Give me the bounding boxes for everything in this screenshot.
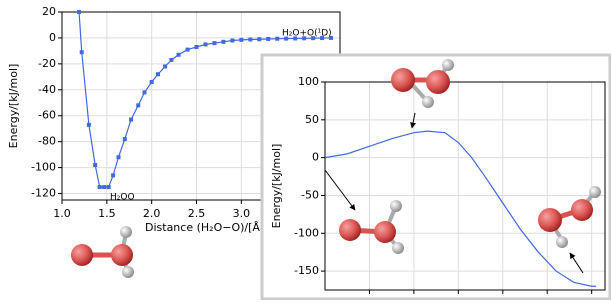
figure: 20 0 -20 -40 -60 -80 -100 -120 1.0 1.5 2.0 2.5 3.0Di…: [0, 0, 611, 300]
marker: [203, 42, 207, 46]
marker: [163, 64, 167, 68]
annotation: H₂O+O(¹D): [282, 29, 332, 39]
annotation: H₂OO: [110, 193, 135, 203]
marker: [195, 45, 199, 49]
y-tick-label: -40: [38, 83, 56, 96]
marker: [177, 53, 181, 57]
x-axis-label: Distance (H₂O−O)/[Å]: [145, 221, 264, 234]
marker: [248, 37, 252, 41]
y-tick-label: 0: [49, 31, 56, 44]
marker: [221, 40, 225, 44]
marker: [169, 58, 173, 62]
y-tick-label: -150: [294, 264, 319, 277]
x-tick-label: 1.5: [98, 207, 116, 220]
y-tick-label: -120: [31, 187, 56, 200]
marker: [143, 90, 147, 94]
marker: [93, 163, 97, 167]
y-tick-label: -100: [294, 226, 319, 239]
marker: [123, 137, 127, 141]
marker: [136, 103, 140, 107]
y-tick-label: -100: [31, 161, 56, 174]
marker: [77, 10, 81, 14]
y-axis-label: Energy/[kJ/mol]: [270, 144, 283, 229]
y-tick-label: 20: [42, 5, 56, 18]
y-tick-label: 100: [298, 75, 319, 88]
marker: [212, 41, 216, 45]
y-tick-label: -60: [38, 109, 56, 122]
marker: [230, 39, 234, 43]
marker: [111, 173, 115, 177]
marker: [239, 38, 243, 42]
marker: [116, 155, 120, 159]
x-tick-label: 3.0: [233, 207, 251, 220]
marker: [98, 185, 102, 189]
marker: [150, 80, 154, 84]
x-tick-label: 1.0: [53, 207, 71, 220]
molecule-h2oo: [71, 226, 134, 278]
marker: [275, 37, 279, 41]
y-tick-label: 50: [305, 113, 319, 126]
y-tick-label: -80: [38, 135, 56, 148]
x-tick-label: 2.0: [143, 207, 161, 220]
marker: [129, 118, 133, 122]
marker: [186, 48, 190, 52]
marker: [266, 37, 270, 41]
x-tick-label: 2.5: [188, 207, 206, 220]
marker: [80, 50, 84, 54]
marker: [102, 185, 106, 189]
marker: [257, 37, 261, 41]
y-tick-label: 0: [312, 151, 319, 164]
marker: [87, 123, 91, 127]
y-tick-label: -50: [301, 188, 319, 201]
marker: [107, 185, 111, 189]
marker: [156, 72, 160, 76]
y-axis-label: Energy/[kJ/mol]: [7, 64, 20, 149]
y-tick-label: -20: [38, 57, 56, 70]
